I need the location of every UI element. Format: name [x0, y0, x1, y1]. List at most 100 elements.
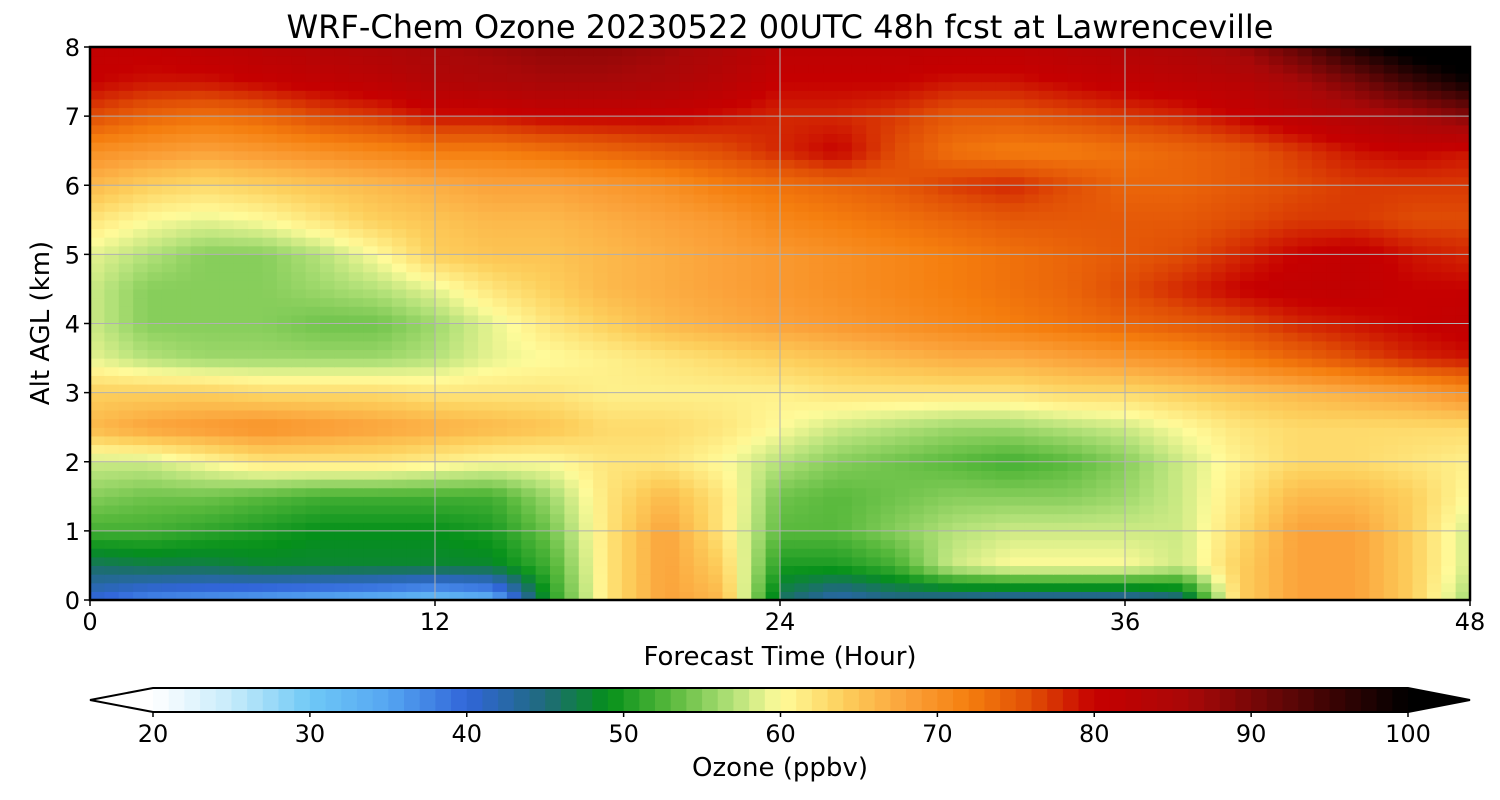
heatmap-cell	[780, 237, 795, 247]
heatmap-cell	[1240, 193, 1255, 204]
heatmap-cell	[1369, 401, 1385, 411]
heatmap-cell	[665, 228, 680, 238]
heatmap-cell	[420, 565, 436, 575]
heatmap-cell	[636, 487, 652, 497]
heatmap-cell	[377, 358, 393, 368]
heatmap-cell	[708, 375, 724, 385]
heatmap-cell	[823, 470, 839, 480]
heatmap-cell	[1412, 487, 1428, 497]
heatmap-cell	[1369, 167, 1385, 178]
heatmap-cell	[1398, 530, 1414, 541]
heatmap-cell	[923, 548, 939, 558]
heatmap-cell	[736, 496, 752, 506]
heatmap-cell	[650, 332, 666, 342]
heatmap-cell	[966, 461, 982, 471]
heatmap-cell	[1168, 556, 1184, 567]
heatmap-cell	[133, 280, 149, 290]
heatmap-cell	[262, 245, 278, 255]
heatmap-cell	[463, 150, 479, 160]
heatmap-cell	[808, 548, 824, 558]
heatmap-cell	[248, 418, 264, 428]
heatmap-cell	[564, 254, 580, 264]
heatmap-cell	[1355, 150, 1370, 160]
heatmap-cell	[1211, 297, 1227, 307]
heatmap-cell	[780, 513, 795, 523]
heatmap-cell	[780, 565, 795, 575]
heatmap-cell	[966, 150, 982, 160]
heatmap-cell	[190, 358, 206, 368]
heatmap-cell	[535, 314, 551, 325]
heatmap-cell	[276, 245, 292, 255]
heatmap-cell	[506, 202, 522, 212]
heatmap-cell	[1096, 271, 1112, 281]
heatmap-cell	[1153, 245, 1169, 255]
heatmap-cell	[147, 185, 163, 195]
heatmap-cell	[1168, 306, 1184, 316]
heatmap-cell	[478, 548, 494, 558]
heatmap-cell	[1311, 470, 1327, 480]
heatmap-cell	[1455, 582, 1471, 592]
heatmap-cell	[1383, 228, 1399, 238]
heatmap-cell	[521, 211, 537, 221]
heatmap-cell	[205, 323, 220, 333]
heatmap-cell	[550, 487, 565, 497]
heatmap-cell	[190, 202, 206, 212]
heatmap-cell	[995, 496, 1011, 506]
heatmap-cell	[837, 280, 853, 290]
heatmap-cell	[923, 435, 939, 446]
heatmap-cell	[765, 323, 781, 333]
heatmap-cell	[1096, 409, 1112, 420]
heatmap-cell	[1110, 237, 1126, 247]
heatmap-cell	[506, 211, 522, 221]
heatmap-cell	[1340, 392, 1356, 402]
heatmap-cell	[190, 228, 206, 238]
heatmap-cell	[1441, 340, 1457, 351]
heatmap-cell	[1010, 159, 1025, 169]
heatmap-cell	[262, 496, 278, 506]
heatmap-cell	[722, 591, 738, 601]
heatmap-cell	[233, 332, 249, 342]
heatmap-cell	[909, 340, 925, 351]
heatmap-cell	[1024, 470, 1040, 480]
heatmap-cell	[291, 202, 307, 212]
heatmap-cell	[492, 159, 508, 169]
heatmap-cell	[952, 306, 968, 316]
heatmap-cell	[593, 159, 609, 169]
heatmap-cell	[1311, 539, 1327, 549]
heatmap-cell	[1297, 288, 1313, 299]
heatmap-cell	[636, 193, 652, 204]
heatmap-cell	[1412, 254, 1428, 264]
heatmap-cell	[578, 574, 594, 584]
heatmap-cell	[708, 453, 724, 463]
heatmap-cell	[1125, 435, 1140, 446]
heatmap-cell	[1182, 556, 1198, 567]
heatmap-cell	[161, 150, 177, 160]
heatmap-cell	[1125, 245, 1140, 255]
heatmap-cell	[1369, 444, 1385, 454]
heatmap-cell	[1053, 150, 1069, 160]
heatmap-cell	[104, 228, 120, 238]
heatmap-cell	[262, 574, 278, 584]
heatmap-cell	[981, 470, 997, 480]
heatmap-cell	[1081, 418, 1097, 428]
heatmap-cell	[1441, 228, 1457, 238]
heatmap-cell	[1196, 358, 1212, 368]
heatmap-cell	[938, 392, 954, 402]
heatmap-cell	[794, 461, 810, 471]
heatmap-cell	[320, 150, 335, 160]
heatmap-cell	[1311, 401, 1327, 411]
heatmap-cell	[1053, 349, 1069, 359]
heatmap-cell	[1211, 159, 1227, 169]
heatmap-cell	[952, 401, 968, 411]
heatmap-cell	[1139, 306, 1155, 316]
heatmap-cell	[248, 366, 264, 376]
heatmap-cell	[1283, 314, 1299, 325]
heatmap-cell	[1168, 332, 1184, 342]
heatmap-cell	[1168, 496, 1184, 506]
heatmap-cell	[1340, 487, 1356, 497]
heatmap-cell	[808, 323, 824, 333]
heatmap-cell	[1038, 444, 1054, 454]
heatmap-cell	[1182, 340, 1198, 351]
heatmap-cell	[1038, 504, 1054, 515]
heatmap-cell	[966, 513, 982, 523]
